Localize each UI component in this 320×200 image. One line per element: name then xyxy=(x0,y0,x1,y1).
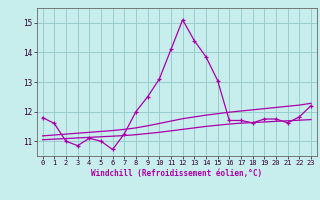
X-axis label: Windchill (Refroidissement éolien,°C): Windchill (Refroidissement éolien,°C) xyxy=(91,169,262,178)
